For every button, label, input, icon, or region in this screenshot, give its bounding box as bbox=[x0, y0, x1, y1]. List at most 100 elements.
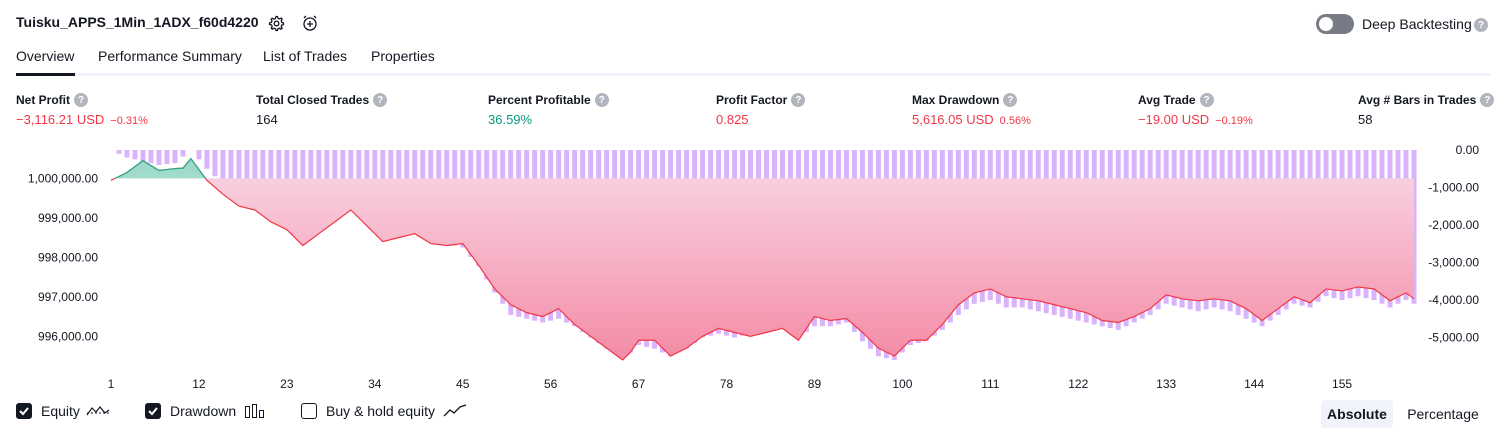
deep-backtesting-toggle[interactable] bbox=[1316, 14, 1354, 34]
right-axis-tick: -3,000.00 bbox=[1428, 256, 1479, 270]
absolute-toggle[interactable]: Absolute bbox=[1321, 400, 1393, 428]
left-axis-tick: 999,000.00 bbox=[38, 211, 98, 225]
tab-properties[interactable]: Properties bbox=[371, 48, 435, 64]
metric-label: Total Closed Trades bbox=[256, 93, 370, 107]
right-axis-tick: -4,000.00 bbox=[1428, 293, 1479, 307]
drawdown-bar bbox=[172, 150, 178, 164]
percentage-toggle[interactable]: Percentage bbox=[1407, 406, 1479, 422]
right-axis-labels: 0.00 -1,000.00 -2,000.00 -3,000.00 -4,000.00… bbox=[1428, 143, 1479, 345]
tab-performance-summary[interactable]: Performance Summary bbox=[98, 48, 242, 64]
drawdown-bar bbox=[180, 150, 186, 157]
equity-drawdown-chart[interactable]: 1,000,000.00 999,000.00 998,000.00 997,000.… bbox=[0, 140, 1507, 395]
drawdown-bars-icon bbox=[245, 404, 265, 418]
metric-net-profit: Net Profit? −3,116.21 USD −0.31% bbox=[16, 93, 148, 127]
equity-fill bbox=[111, 158, 1414, 360]
tab-divider bbox=[16, 73, 1491, 76]
active-tab-indicator bbox=[16, 73, 75, 76]
info-icon[interactable]: ? bbox=[594, 93, 609, 107]
metric-value: 5,616.05 USD bbox=[912, 112, 994, 127]
right-axis-tick: -5,000.00 bbox=[1428, 331, 1479, 345]
info-icon[interactable]: ? bbox=[1480, 93, 1495, 107]
gear-icon-glyph bbox=[268, 15, 285, 32]
drawdown-bar bbox=[220, 150, 226, 184]
tab-overview[interactable]: Overview bbox=[16, 48, 75, 64]
metric-label: Percent Profitable bbox=[488, 93, 591, 107]
metric-value: −3,116.21 USD bbox=[16, 112, 105, 127]
x-axis-tick: 67 bbox=[632, 377, 646, 391]
legend-buy-hold-equity[interactable]: Buy & hold equity bbox=[301, 403, 467, 419]
right-axis-tick: -1,000.00 bbox=[1428, 181, 1479, 195]
legend-drawdown-label: Drawdown bbox=[170, 403, 237, 419]
x-axis-tick: 23 bbox=[280, 377, 294, 391]
drawdown-bar bbox=[212, 150, 218, 177]
metric-label: Net Profit bbox=[16, 93, 70, 107]
metric-percent: 0.56% bbox=[999, 115, 1031, 127]
info-icon[interactable]: ? bbox=[1199, 93, 1214, 107]
alarm-clock-plus-icon[interactable] bbox=[300, 13, 320, 33]
metric-percent: −0.31% bbox=[110, 115, 148, 127]
metric-value: 164 bbox=[256, 112, 278, 127]
metric-avg-bars-in-trades: Avg # Bars in Trades? 58 bbox=[1358, 93, 1495, 127]
info-icon[interactable]: ? bbox=[791, 93, 806, 107]
x-axis-tick: 100 bbox=[892, 377, 912, 391]
metric-label: Avg # Bars in Trades bbox=[1358, 93, 1477, 107]
drawdown-bar bbox=[116, 150, 122, 154]
x-axis-tick: 56 bbox=[544, 377, 558, 391]
deep-backtesting-help-icon[interactable]: ? bbox=[1474, 18, 1488, 32]
legend-equity-label: Equity bbox=[41, 403, 80, 419]
info-icon[interactable]: ? bbox=[74, 93, 88, 107]
drawdown-checkbox[interactable] bbox=[145, 403, 161, 419]
buy-hold-line-icon bbox=[443, 404, 467, 417]
left-axis-tick: 998,000.00 bbox=[38, 250, 98, 264]
metric-max-drawdown: Max Drawdown? 5,616.05 USD 0.56% bbox=[912, 93, 1031, 127]
drawdown-bar bbox=[148, 150, 154, 164]
metric-profit-factor: Profit Factor? 0.825 bbox=[716, 93, 806, 127]
right-axis-tick: -2,000.00 bbox=[1428, 218, 1479, 232]
toggle-knob bbox=[1319, 17, 1333, 31]
buy-hold-checkbox[interactable] bbox=[301, 403, 317, 419]
drawdown-bar bbox=[204, 150, 210, 169]
drawdown-bar bbox=[140, 150, 146, 162]
check-icon bbox=[19, 407, 29, 416]
metric-value: 0.825 bbox=[716, 112, 749, 127]
left-axis-tick: 996,000.00 bbox=[38, 329, 98, 343]
left-axis-tick: 997,000.00 bbox=[38, 290, 98, 304]
info-icon[interactable]: ? bbox=[373, 93, 388, 107]
gear-icon[interactable] bbox=[266, 13, 286, 33]
metric-avg-trade: Avg Trade? −19.00 USD −0.19% bbox=[1138, 93, 1253, 127]
info-icon[interactable]: ? bbox=[1003, 93, 1018, 107]
x-axis-tick: 78 bbox=[720, 377, 734, 391]
left-axis-labels: 1,000,000.00 999,000.00 998,000.00 997,000.… bbox=[28, 171, 98, 343]
check-icon bbox=[148, 407, 158, 416]
drawdown-bar bbox=[164, 150, 170, 165]
x-axis-tick: 122 bbox=[1068, 377, 1088, 391]
metric-value: 36.59% bbox=[488, 112, 533, 127]
equity-checkbox[interactable] bbox=[16, 403, 32, 419]
drawdown-bar bbox=[236, 150, 242, 199]
x-axis-labels: 1 12 23 34 45 56 67 78 89 100 111 122 133 144 155 bbox=[108, 377, 1353, 391]
drawdown-bar bbox=[132, 150, 138, 160]
metric-value: −19.00 USD bbox=[1138, 112, 1210, 127]
metric-label: Max Drawdown bbox=[912, 93, 1000, 107]
equity-line bbox=[110, 157, 1415, 361]
drawdown-bar bbox=[196, 150, 202, 160]
strategy-title: Tuisku_APPS_1Min_1ADX_f60d4220 bbox=[16, 14, 259, 30]
x-axis-tick: 12 bbox=[192, 377, 206, 391]
x-axis-tick: 45 bbox=[456, 377, 470, 391]
drawdown-bar bbox=[244, 150, 250, 203]
legend-buy-hold-label: Buy & hold equity bbox=[326, 403, 435, 419]
alarm-clock-plus-glyph bbox=[303, 15, 317, 31]
x-axis-tick: 1 bbox=[108, 377, 115, 391]
metric-label: Profit Factor bbox=[716, 93, 788, 107]
right-axis-tick: 0.00 bbox=[1456, 143, 1480, 157]
tab-list-of-trades[interactable]: List of Trades bbox=[263, 48, 348, 64]
metric-total-closed-trades: Total Closed Trades? 164 bbox=[256, 93, 388, 127]
metric-value: 58 bbox=[1358, 112, 1373, 127]
legend-drawdown[interactable]: Drawdown bbox=[145, 403, 266, 419]
x-axis-tick: 111 bbox=[981, 377, 1000, 391]
x-axis-tick: 155 bbox=[1332, 377, 1352, 391]
drawdown-bar bbox=[156, 150, 162, 165]
equity-line-below bbox=[110, 157, 1415, 361]
legend-equity[interactable]: Equity bbox=[16, 403, 110, 419]
metric-percent-profitable: Percent Profitable? 36.59% bbox=[488, 93, 609, 127]
